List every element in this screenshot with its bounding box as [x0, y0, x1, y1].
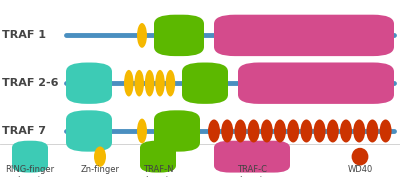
Ellipse shape — [137, 119, 147, 143]
Text: TRAF 1: TRAF 1 — [2, 30, 46, 40]
FancyBboxPatch shape — [154, 15, 204, 56]
Ellipse shape — [134, 70, 144, 96]
FancyBboxPatch shape — [12, 141, 48, 173]
Ellipse shape — [353, 119, 365, 142]
Ellipse shape — [340, 119, 352, 142]
Text: TRAF 7: TRAF 7 — [2, 126, 46, 136]
Ellipse shape — [300, 119, 312, 142]
FancyBboxPatch shape — [140, 141, 176, 173]
Text: RING-finger
domain: RING-finger domain — [6, 165, 54, 177]
Ellipse shape — [314, 119, 326, 142]
Text: TRAF-N
domain: TRAF-N domain — [142, 165, 174, 177]
Ellipse shape — [327, 119, 339, 142]
Text: Zn-finger: Zn-finger — [80, 165, 120, 174]
Ellipse shape — [274, 119, 286, 142]
Ellipse shape — [248, 119, 260, 142]
Ellipse shape — [287, 119, 299, 142]
Ellipse shape — [124, 70, 134, 96]
Ellipse shape — [366, 119, 378, 142]
FancyBboxPatch shape — [154, 110, 200, 152]
FancyBboxPatch shape — [182, 62, 228, 104]
FancyBboxPatch shape — [238, 62, 394, 104]
FancyBboxPatch shape — [214, 15, 394, 56]
Ellipse shape — [155, 70, 165, 96]
Ellipse shape — [352, 148, 368, 165]
Text: TRAF-C
domain: TRAF-C domain — [236, 165, 268, 177]
Ellipse shape — [137, 23, 147, 48]
Ellipse shape — [261, 119, 273, 142]
Ellipse shape — [221, 119, 233, 142]
Ellipse shape — [166, 70, 175, 96]
Text: TRAF 2-6: TRAF 2-6 — [2, 78, 58, 88]
Ellipse shape — [208, 119, 220, 142]
Ellipse shape — [234, 119, 246, 142]
FancyBboxPatch shape — [214, 141, 290, 173]
FancyBboxPatch shape — [66, 62, 112, 104]
Text: WD40: WD40 — [347, 165, 373, 174]
Ellipse shape — [145, 70, 154, 96]
Ellipse shape — [94, 147, 106, 167]
FancyBboxPatch shape — [66, 110, 112, 152]
Ellipse shape — [380, 119, 392, 142]
